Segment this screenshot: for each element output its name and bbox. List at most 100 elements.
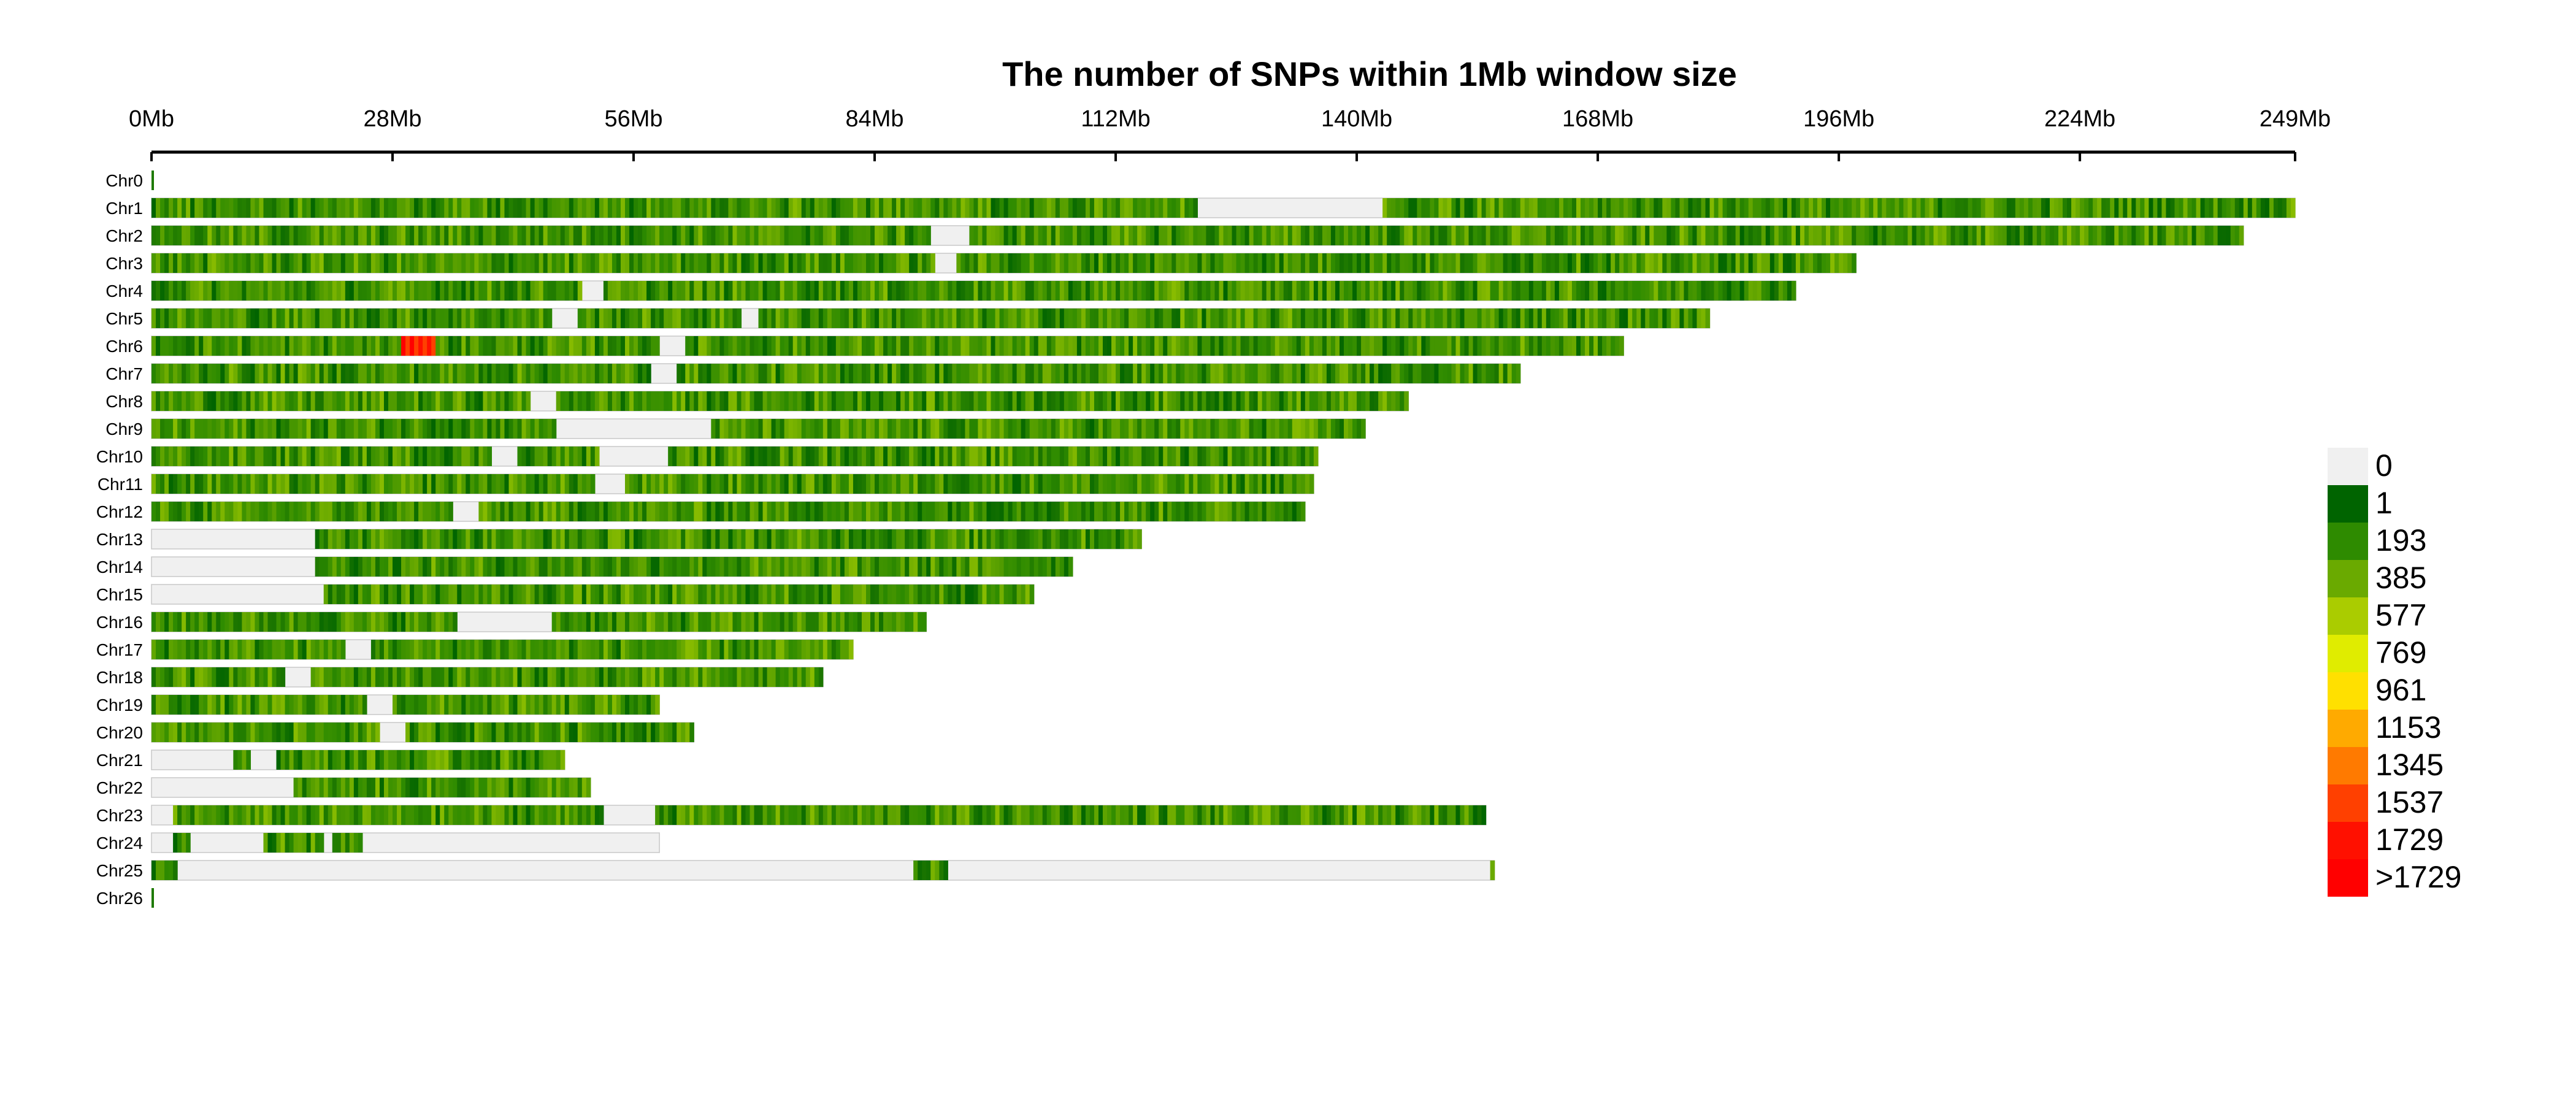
snp-window-cell: [672, 502, 677, 521]
snp-window-cell: [233, 364, 238, 383]
snp-window-cell: [496, 336, 501, 356]
snp-window-cell: [551, 253, 557, 273]
snp-window-cell: [306, 447, 312, 466]
snp-window-cell: [259, 640, 264, 659]
snp-window-cell: [233, 667, 238, 687]
snp-window-cell: [1193, 281, 1198, 301]
snp-window-cell: [1374, 281, 1379, 301]
snp-window-cell: [1025, 529, 1030, 549]
snp-window-cell: [1025, 309, 1030, 328]
snp-window-cell: [1193, 447, 1198, 466]
snp-window-cell: [448, 226, 453, 245]
snp-window-cell: [250, 474, 256, 494]
snp-window-cell: [840, 640, 845, 659]
snp-window-cell: [1662, 309, 1667, 328]
snp-window-cell: [948, 502, 953, 521]
snp-window-cell: [336, 502, 342, 521]
snp-window-cell: [1899, 226, 1904, 245]
snp-window-cell: [943, 198, 948, 218]
snp-window-cell: [1641, 253, 1646, 273]
snp-window-cell: [999, 529, 1005, 549]
snp-window-cell: [448, 640, 453, 659]
snp-window-cell: [694, 557, 699, 577]
snp-window-cell: [156, 198, 161, 218]
snp-window-cell: [560, 364, 565, 383]
snp-window-cell: [926, 585, 931, 604]
snp-window-cell: [1511, 198, 1517, 218]
chromosome-bar: [151, 611, 927, 632]
snp-window-cell: [887, 585, 892, 604]
snp-window-cell: [242, 226, 247, 245]
snp-window-cell: [848, 557, 854, 577]
snp-window-cell: [448, 391, 453, 411]
snp-window-cell: [607, 226, 613, 245]
snp-window-cell: [719, 364, 725, 383]
snp-window-cell: [991, 585, 996, 604]
snp-window-cell: [1129, 336, 1133, 356]
snp-window-cell: [164, 447, 169, 466]
snp-window-cell: [1012, 198, 1018, 218]
snp-window-cell: [1309, 281, 1314, 301]
snp-window-cell: [508, 474, 514, 494]
snp-window-cell: [978, 585, 983, 604]
snp-window-cell: [306, 474, 312, 494]
snp-window-cell: [431, 585, 436, 604]
snp-window-cell: [728, 226, 734, 245]
snp-window-cell: [194, 667, 199, 687]
snp-window-cell: [780, 474, 785, 494]
snp-window-cell: [715, 612, 720, 632]
snp-window-cell: [883, 309, 888, 328]
snp-window-cell: [1137, 447, 1142, 466]
snp-window-cell: [1391, 253, 1396, 273]
snp-window-cell: [233, 447, 238, 466]
snp-window-cell: [556, 585, 561, 604]
snp-window-cell: [1025, 336, 1030, 356]
snp-window-cell: [1120, 281, 1125, 301]
snp-window-cell: [302, 419, 307, 439]
snp-window-cell: [405, 309, 410, 328]
snp-window-cell: [892, 336, 897, 356]
snp-window-cell: [2063, 226, 2068, 245]
snp-window-cell: [822, 281, 828, 301]
snp-window-cell: [1193, 226, 1198, 245]
snp-window-cell: [771, 502, 776, 521]
snp-window-cell: [160, 667, 165, 687]
snp-window-cell: [1714, 226, 1719, 245]
snp-window-cell: [353, 419, 359, 439]
snp-window-cell: [500, 585, 505, 604]
snp-window-cell: [1202, 309, 1207, 328]
snp-window-cell: [1232, 281, 1237, 301]
snp-window-cell: [530, 226, 535, 245]
snp-window-cell: [1089, 336, 1095, 356]
snp-window-cell: [508, 419, 514, 439]
snp-window-cell: [728, 640, 734, 659]
snp-window-cell: [629, 391, 634, 411]
snp-window-cell: [1511, 309, 1517, 328]
snp-window-cell: [844, 640, 849, 659]
snp-window-cell: [900, 391, 905, 411]
snp-window-cell: [922, 198, 927, 218]
snp-window-cell: [913, 226, 918, 245]
snp-window-cell: [255, 474, 260, 494]
snp-window-cell: [216, 502, 221, 521]
snp-window-cell: [1141, 364, 1146, 383]
snp-window-cell: [1003, 198, 1009, 218]
snp-window-cell: [349, 667, 355, 687]
snp-window-cell: [999, 364, 1005, 383]
snp-window-cell: [969, 309, 975, 328]
snp-window-cell: [973, 585, 979, 604]
snp-window-cell: [1098, 281, 1103, 301]
snp-window-cell: [724, 253, 729, 273]
snp-window-cell: [1477, 226, 1482, 245]
snp-window-cell: [1550, 281, 1555, 301]
snp-window-cell: [642, 557, 647, 577]
snp-window-cell: [160, 309, 165, 328]
snp-window-cell: [478, 447, 483, 466]
snp-window-cell: [664, 281, 669, 301]
snp-window-cell: [293, 502, 299, 521]
snp-window-cell: [491, 419, 497, 439]
snp-window-cell: [603, 502, 608, 521]
snp-window-cell: [470, 281, 475, 301]
snp-window-cell: [1309, 419, 1314, 439]
snp-window-cell: [698, 309, 703, 328]
